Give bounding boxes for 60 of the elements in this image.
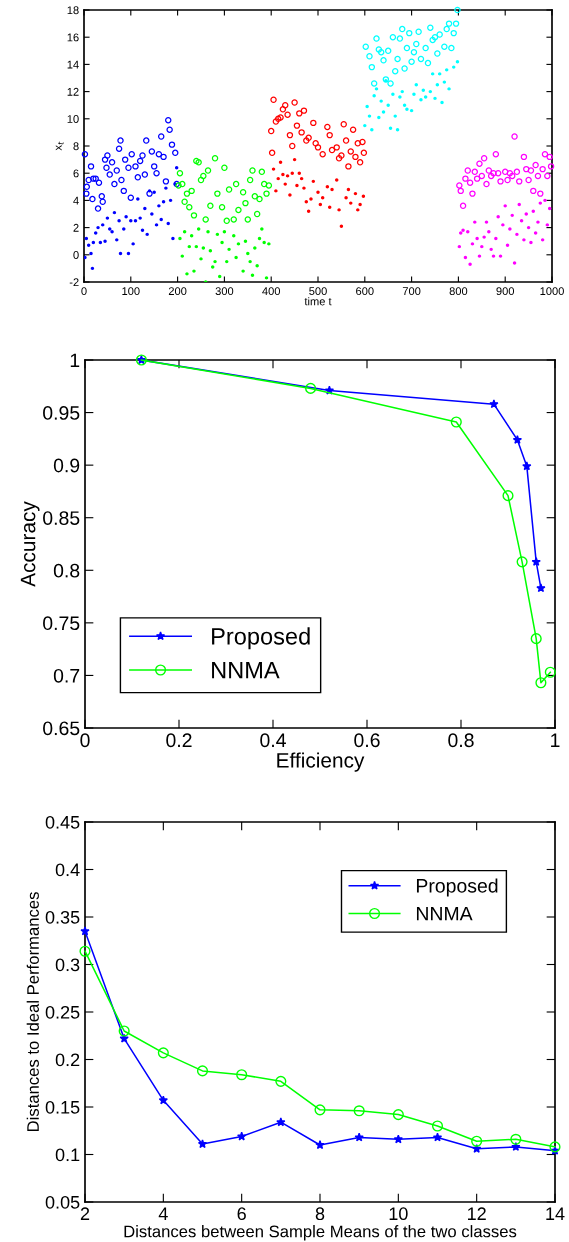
y-tick-label: 0.65 bbox=[43, 721, 80, 736]
x-tick-label: 0.4 bbox=[260, 733, 286, 748]
x-tick-label: 8 bbox=[315, 1207, 325, 1221]
y-tick-label: 2 bbox=[73, 223, 79, 232]
y-tick-label: -2 bbox=[69, 278, 79, 287]
x-axis-title: time t bbox=[304, 297, 332, 306]
x-tick-label: 100 bbox=[122, 287, 140, 296]
y-tick-label: 4 bbox=[73, 196, 79, 205]
x-tick-label: 0.8 bbox=[448, 733, 474, 748]
y-tick-label: 0.9 bbox=[53, 458, 80, 473]
y-tick-label: 0.1 bbox=[55, 1148, 80, 1162]
x-tick-label: 0.2 bbox=[166, 733, 192, 748]
y-tick-label: 10 bbox=[67, 115, 79, 123]
y-axis-title: x$_{t}$ bbox=[55, 141, 64, 151]
y-tick-label: 0.3 bbox=[55, 958, 80, 972]
x-tick-label: 0 bbox=[81, 287, 87, 296]
legend-label: NNMA bbox=[212, 662, 280, 679]
y-tick-label: 12 bbox=[67, 87, 79, 96]
x-tick-label: 10 bbox=[389, 1207, 408, 1221]
x-tick-label: 4 bbox=[158, 1207, 168, 1220]
y-tick-label: 0.4 bbox=[55, 863, 80, 877]
y-tick-label: 18 bbox=[67, 6, 79, 15]
y-tick-label: 0.85 bbox=[43, 511, 80, 525]
x-tick-label: 800 bbox=[449, 287, 468, 296]
x-axis-title: Distances between Sample Means of the two classes bbox=[124, 1225, 517, 1241]
y-tick-label: 0.25 bbox=[45, 1005, 80, 1019]
y-tick-label: 14 bbox=[67, 60, 79, 69]
y-axis-title: Accuracy bbox=[20, 501, 40, 587]
y-tick-label: 0.05 bbox=[45, 1195, 80, 1209]
x-tick-label: 600 bbox=[356, 287, 374, 296]
x-tick-label: 12 bbox=[468, 1207, 486, 1220]
x-tick-label: 700 bbox=[402, 287, 421, 296]
legend-label: Proposed bbox=[212, 627, 310, 650]
x-tick-label: 1000 bbox=[540, 287, 564, 296]
y-tick-label: 6 bbox=[73, 169, 79, 178]
y-tick-label: 16 bbox=[67, 33, 79, 42]
y-tick-label: 0.15 bbox=[45, 1100, 80, 1114]
x-tick-label: 0.6 bbox=[354, 733, 380, 748]
y-tick-label: 0.75 bbox=[43, 616, 80, 631]
x-tick-label: 500 bbox=[309, 287, 327, 296]
x-tick-label: 900 bbox=[496, 287, 515, 296]
y-tick-label: 0.7 bbox=[53, 668, 80, 683]
x-tick-label: 14 bbox=[546, 1207, 565, 1220]
x-axis-title: Efficiency bbox=[277, 752, 365, 772]
y-tick-label: 8 bbox=[73, 142, 79, 151]
y-tick-label: 1 bbox=[70, 353, 80, 368]
x-tick-label: 6 bbox=[237, 1207, 246, 1221]
y-tick-label: 0.8 bbox=[53, 563, 80, 578]
x-tick-label: 300 bbox=[215, 287, 234, 296]
y-tick-label: 0.2 bbox=[55, 1053, 80, 1067]
x-tick-label: 1 bbox=[551, 733, 560, 747]
x-tick-label: 400 bbox=[262, 287, 281, 296]
y-tick-label: 0.45 bbox=[45, 815, 80, 829]
y-axis-title: Distances to Ideal Performances bbox=[26, 892, 39, 1132]
y-tick-label: 0.35 bbox=[45, 910, 80, 924]
x-tick-label: 200 bbox=[168, 287, 187, 296]
legend-label: Proposed bbox=[416, 878, 498, 897]
y-tick-label: 0 bbox=[73, 251, 79, 259]
legend-label: NNMA bbox=[416, 906, 473, 921]
y-tick-label: 0.95 bbox=[43, 406, 80, 420]
